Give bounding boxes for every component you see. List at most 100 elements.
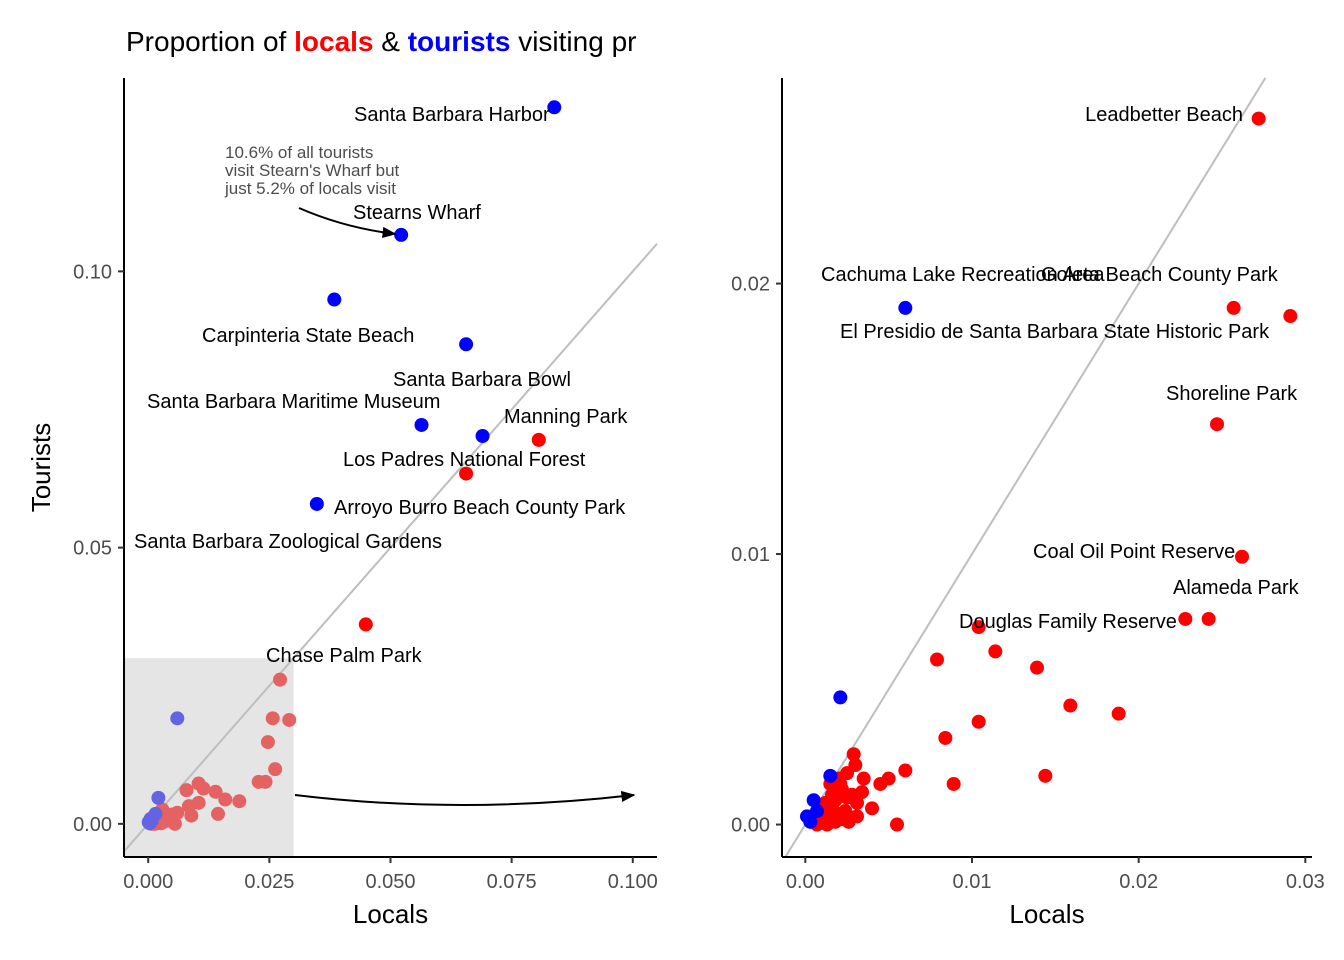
- point-tourists: [394, 227, 409, 242]
- point-locals: [938, 730, 953, 745]
- point-locals: [856, 771, 871, 786]
- point-tourists: [810, 804, 824, 819]
- zoom-point-local: [268, 762, 283, 777]
- point-label: Carpinteria State Beach: [202, 325, 414, 347]
- point-locals: [1235, 549, 1249, 564]
- zoom-point-local: [260, 735, 275, 750]
- x-tick-label: 0.025: [244, 871, 294, 893]
- point-locals: [358, 617, 373, 632]
- point-label: Alameda Park: [1173, 577, 1300, 599]
- x-tick-label: 0.000: [123, 871, 173, 893]
- zoom-point-local: [282, 712, 297, 727]
- zoom-point-local: [167, 816, 182, 831]
- point-label: Douglas Family Reserve: [959, 611, 1177, 633]
- point-locals: [833, 776, 848, 791]
- point-locals: [865, 801, 879, 816]
- point-locals: [971, 714, 986, 729]
- point-label: Coal Oil Point Reserve: [1033, 541, 1235, 563]
- zoom-point-local: [184, 808, 199, 823]
- point-label: Cachuma Lake Recreation Area: [821, 264, 1105, 286]
- point-tourists: [547, 100, 562, 115]
- point-locals: [1063, 698, 1078, 713]
- zoom-point-local: [211, 806, 226, 821]
- point-tourists: [833, 690, 848, 705]
- right-panel: 0.00 0.01 0.02 0.03 0.00 0.01 0.02 Locals Leadbe…: [731, 77, 1325, 929]
- point-locals: [873, 776, 888, 791]
- zoom-point-local: [191, 776, 206, 791]
- point-locals: [988, 644, 1003, 659]
- point-locals: [1178, 611, 1193, 626]
- point-label: Goleta Beach County Park: [1041, 264, 1279, 286]
- y-tick-label: 0.10: [73, 261, 112, 283]
- point-label: Chase Palm Park: [266, 645, 423, 667]
- diagonal-line: [784, 77, 1267, 858]
- point-tourists: [806, 793, 821, 808]
- point-label: Santa Barbara Bowl: [393, 369, 571, 391]
- point-locals: [946, 776, 961, 791]
- zoom-point-local: [273, 672, 288, 687]
- point-label: Leadbetter Beach: [1085, 104, 1243, 126]
- zoom-point-local: [208, 784, 223, 799]
- diagonal-line: [123, 243, 658, 853]
- point-tourists: [309, 496, 324, 511]
- annotation-text: just 5.2% of locals visit: [224, 179, 396, 198]
- annotation-text: 10.6% of all tourists: [225, 143, 373, 162]
- annotation-arrow: [298, 207, 397, 238]
- zoom-point-local: [265, 711, 280, 726]
- point-label: Arroyo Burro Beach County Park: [334, 497, 626, 519]
- point-tourists: [803, 814, 818, 829]
- point-locals: [898, 763, 913, 778]
- point-label: Shoreline Park: [1166, 383, 1298, 405]
- zoom-point-local: [232, 794, 247, 809]
- y-tick-label: 0.00: [73, 814, 112, 836]
- x-tick-label: 0.03: [1286, 871, 1325, 893]
- point-locals: [1251, 111, 1266, 126]
- y-tick-label: 0.02: [731, 274, 770, 296]
- x-tick-label: 0.100: [608, 871, 658, 893]
- x-tick-label: 0.01: [953, 871, 992, 893]
- point-locals: [459, 466, 474, 481]
- point-locals: [971, 620, 986, 635]
- point-locals: [1226, 300, 1241, 315]
- point-label: Manning Park: [504, 406, 628, 428]
- y-tick-label: 0.05: [73, 538, 112, 560]
- left-panel: 0.000 0.025 0.050 0.075 0.100 0.00 0.05 0.10 Loc…: [26, 78, 658, 929]
- zoom-arrow: [294, 790, 636, 806]
- zoom-point-local: [179, 783, 194, 798]
- x-tick-label: 0.02: [1119, 871, 1158, 893]
- point-locals: [930, 652, 944, 667]
- y-tick-label: 0.01: [731, 544, 770, 566]
- point-tourists: [414, 417, 429, 432]
- point-label: Santa Barbara Harbor: [354, 104, 550, 126]
- point-tourists: [898, 300, 913, 315]
- point-locals: [846, 747, 861, 762]
- point-label: El Presidio de Santa Barbara State Histo…: [840, 321, 1270, 343]
- point-locals: [531, 432, 546, 447]
- zoom-point-local: [218, 792, 233, 807]
- point-tourists: [327, 292, 342, 307]
- point-locals: [1111, 706, 1126, 721]
- point-label: Stearns Wharf: [353, 202, 481, 224]
- zoom-point-tourist: [170, 711, 185, 726]
- x-tick-label: 0.075: [487, 871, 537, 893]
- zoom-point-local: [258, 774, 273, 789]
- zoom-point-tourist: [142, 816, 157, 831]
- point-label: Santa Barbara Zoological Gardens: [134, 531, 442, 553]
- point-tourists: [459, 337, 474, 352]
- y-axis-title: Tourists: [26, 423, 56, 513]
- point-locals: [850, 795, 864, 810]
- zoom-point-tourist: [151, 790, 166, 805]
- y-tick-label: 0.00: [731, 815, 770, 837]
- point-locals: [1283, 309, 1298, 324]
- x-tick-label: 0.050: [365, 871, 415, 893]
- point-locals: [825, 787, 839, 802]
- x-axis-title: Locals: [353, 899, 428, 929]
- point-locals: [890, 817, 904, 832]
- x-axis-title: Locals: [1009, 899, 1084, 929]
- point-locals: [1030, 660, 1044, 675]
- point-label: Los Padres National Forest: [343, 449, 586, 471]
- point-tourists: [475, 429, 490, 444]
- point-locals: [1210, 417, 1224, 432]
- point-tourists: [823, 768, 838, 783]
